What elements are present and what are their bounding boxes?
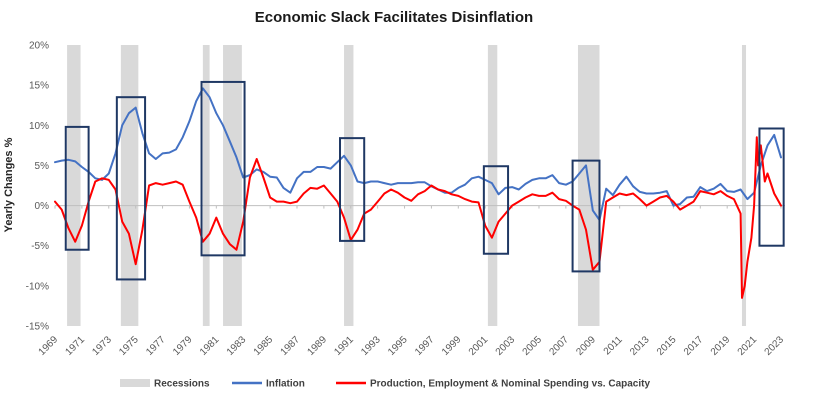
x-tick-label: 2007 (547, 334, 571, 358)
recession-band-1 (120, 45, 139, 326)
y-tick-label: -5% (31, 241, 49, 252)
recession-band-2 (202, 45, 210, 326)
y-tick-label: 10% (29, 121, 49, 132)
highlight-box-3 (339, 137, 366, 242)
x-tick-label: 2001 (467, 334, 491, 358)
highlight-box-1 (115, 96, 147, 281)
x-tick-label: 2005 (521, 334, 545, 358)
series-lines (54, 87, 782, 299)
series-line-slack (54, 136, 782, 299)
x-tick-label: 1995 (386, 334, 410, 358)
x-tick-label: 1969 (37, 334, 61, 358)
legend: Recessions Inflation Production, Employmen… (120, 379, 650, 390)
x-tick-label: 1981 (198, 334, 222, 358)
y-tick-label: -10% (26, 281, 49, 292)
y-axis-label: Yearly Changes % (3, 137, 15, 232)
highlight-box-4 (482, 165, 510, 255)
x-tick-label: 1977 (144, 334, 168, 358)
x-tick-label: 1975 (117, 334, 141, 358)
x-tick-label: 2017 (682, 334, 706, 358)
legend-swatch-recessions (120, 379, 150, 387)
x-tick-label: 1991 (332, 334, 356, 358)
y-tick-label: 20% (29, 41, 49, 52)
x-tick-label: 2013 (628, 334, 652, 358)
x-tick-label: 1979 (171, 334, 195, 358)
x-tick-label: 1987 (279, 334, 303, 358)
x-tick-label: 2003 (494, 334, 518, 358)
y-tick-label: 15% (29, 81, 49, 92)
x-tick-label: 2019 (709, 334, 733, 358)
series-line-inflation (54, 87, 782, 221)
x-tick-label: 1999 (440, 334, 464, 358)
x-tick-label: 2011 (602, 334, 625, 357)
recession-band-3 (223, 45, 242, 326)
recession-bands (67, 45, 747, 326)
x-tick-label: 1971 (63, 334, 87, 358)
x-tick-label: 2009 (574, 334, 598, 358)
recession-band-4 (344, 45, 354, 326)
recession-band-0 (67, 45, 81, 326)
y-tick-label: -15% (26, 322, 49, 333)
legend-label: Inflation (266, 379, 305, 390)
legend-label: Production, Employment & Nominal Spendin… (370, 379, 650, 390)
y-tick-label: 5% (35, 161, 50, 172)
recession-band-7 (741, 45, 747, 326)
x-tick-label: 1983 (225, 334, 249, 358)
y-tick-label: 0% (35, 201, 50, 212)
x-tick-label: 2015 (655, 334, 679, 358)
x-tick-label: 1993 (359, 334, 383, 358)
x-tick-label: 2023 (763, 334, 787, 358)
legend-label: Recessions (154, 379, 210, 390)
x-tick-label: 1985 (252, 334, 276, 358)
highlight-box-5 (571, 159, 601, 273)
highlight-box-0 (64, 125, 90, 251)
chart-title: Economic Slack Facilitates Disinflation (255, 9, 533, 26)
highlight-box-2 (200, 80, 246, 257)
x-tick-label: 1989 (305, 334, 329, 358)
x-tick-label: 2021 (736, 334, 760, 358)
x-tick-label: 1997 (413, 334, 437, 358)
highlight-boxes (64, 80, 785, 281)
highlight-box-6 (758, 127, 785, 247)
x-tick-label: 1973 (90, 334, 114, 358)
